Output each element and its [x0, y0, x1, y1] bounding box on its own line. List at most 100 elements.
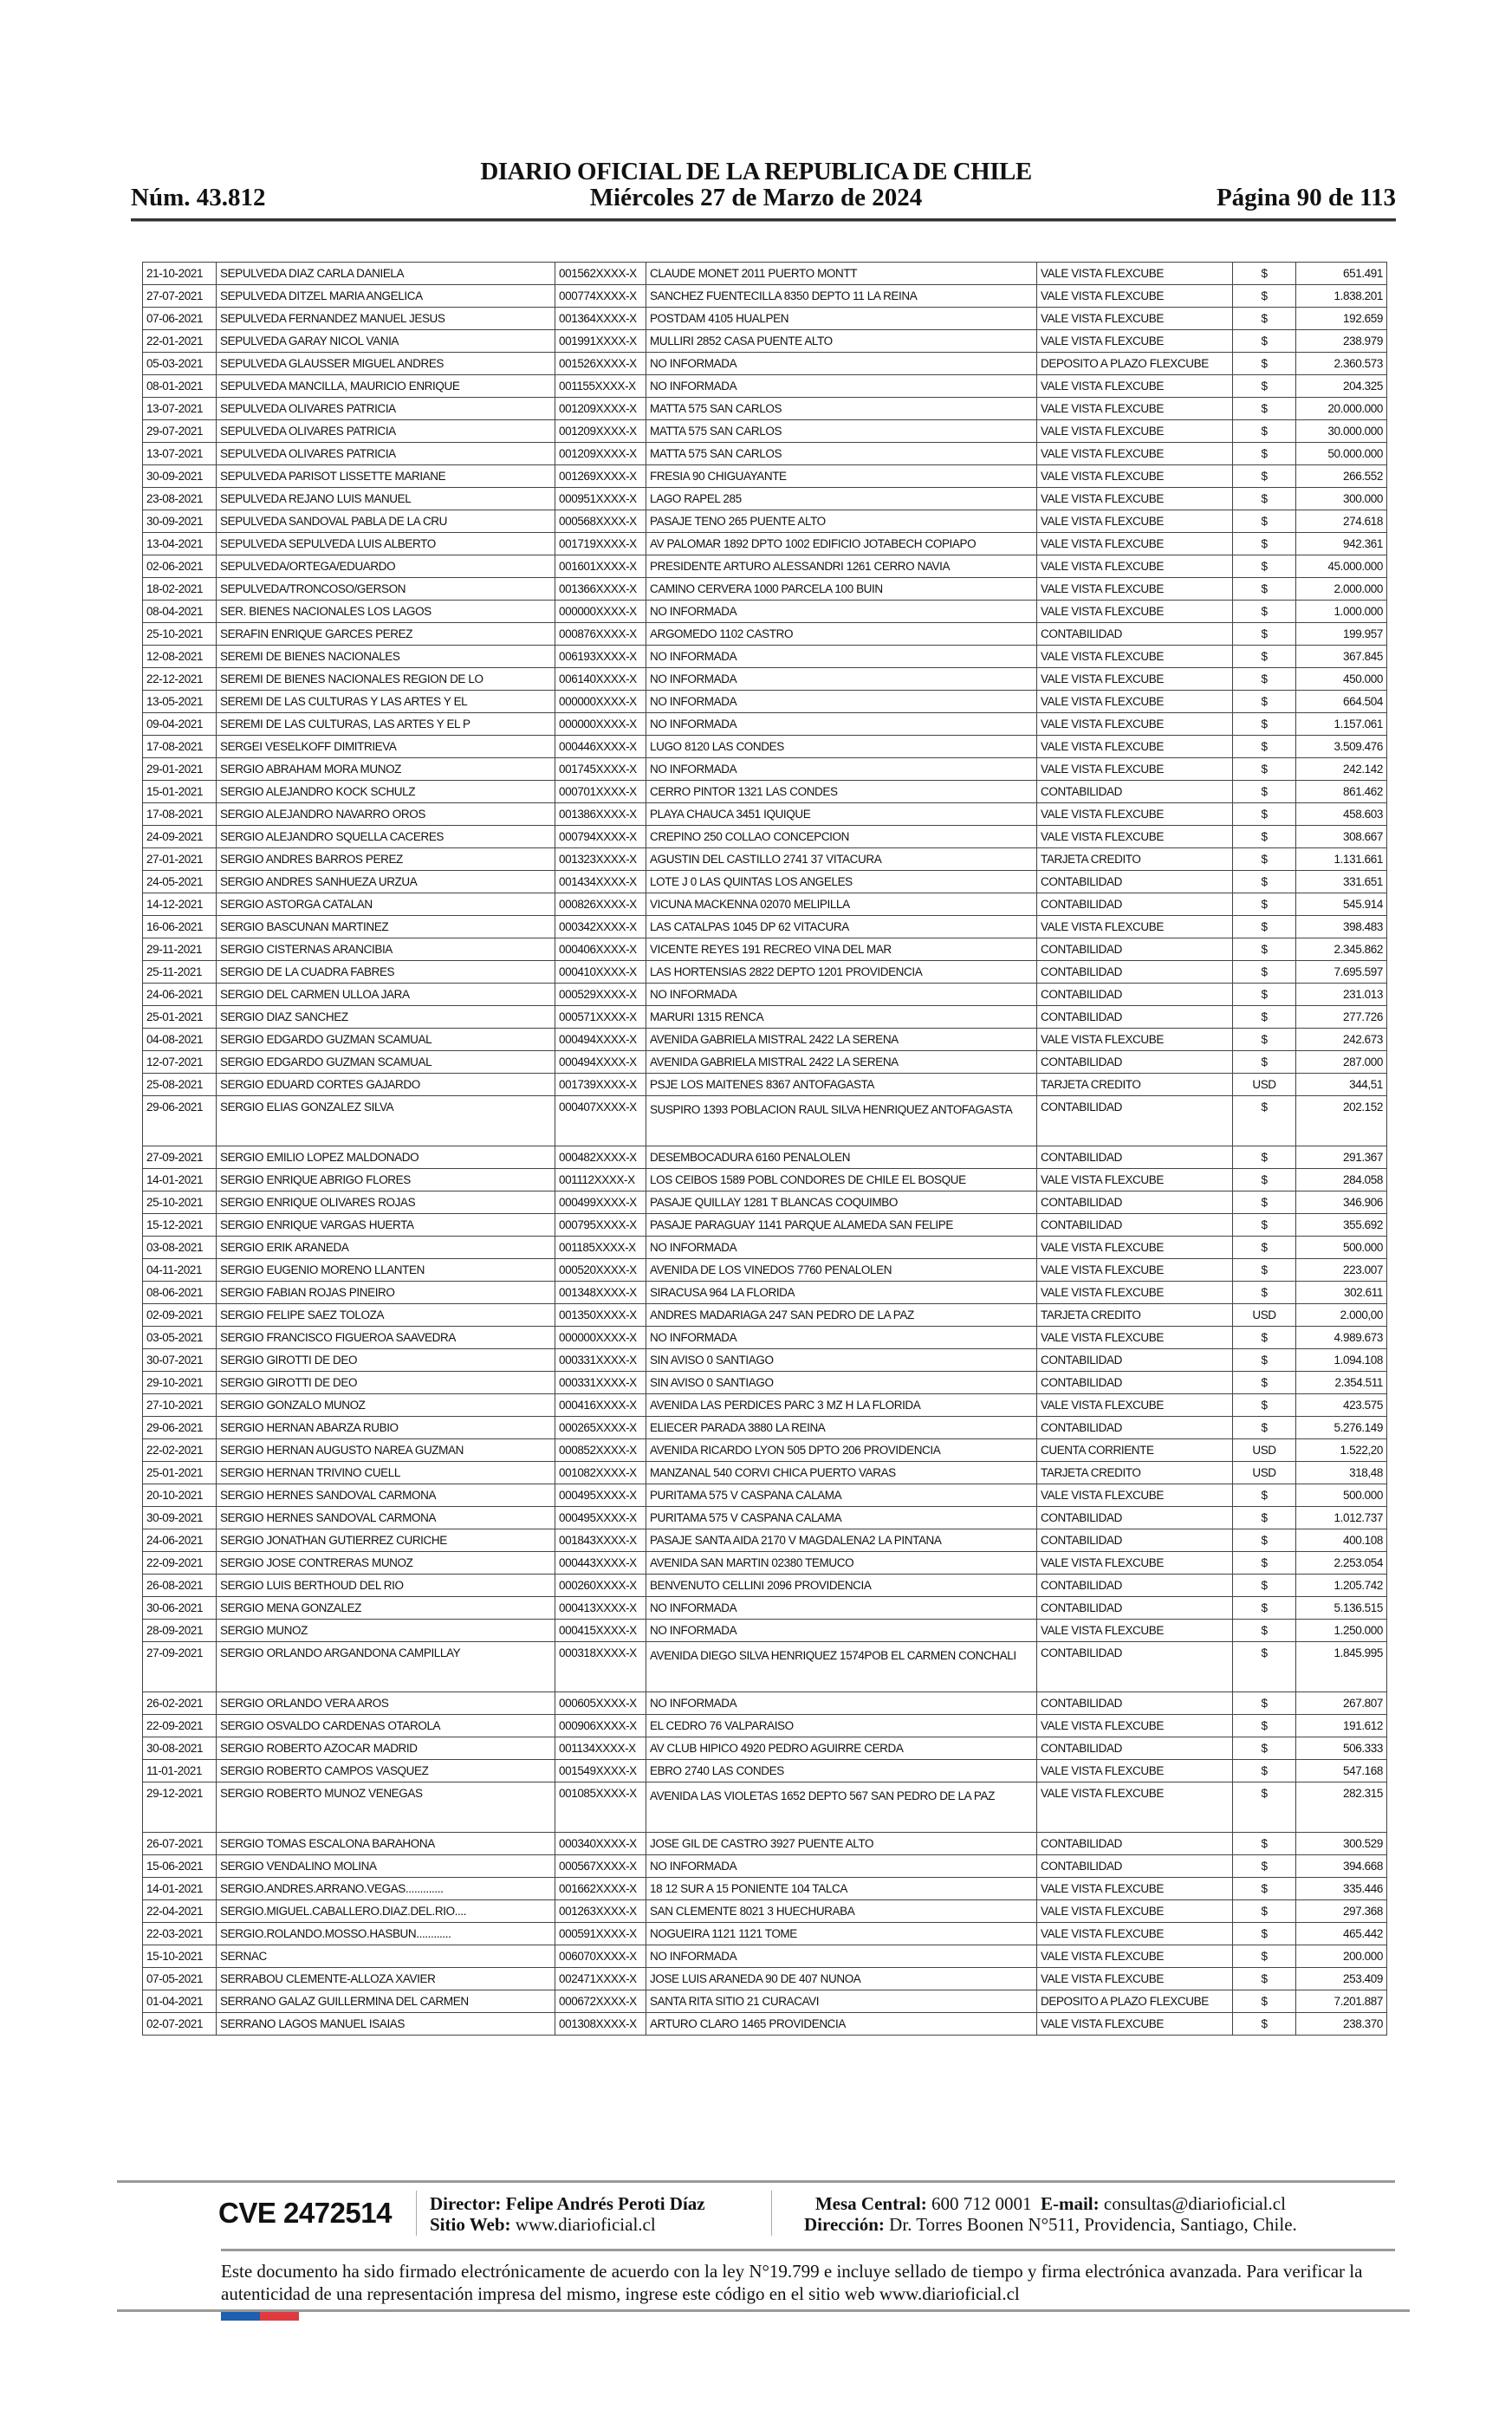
cell-date: 02-09-2021 [142, 1303, 217, 1327]
cell-id: 001364XXXX-X [555, 307, 646, 330]
cell-id: 001155XXXX-X [555, 374, 646, 398]
cell-amount: 1.157.061 [1295, 712, 1387, 736]
cell-date: 30-09-2021 [142, 464, 217, 488]
cell-date: 15-10-2021 [142, 1945, 217, 1968]
cell-currency: $ [1232, 1782, 1296, 1833]
cell-name: SERGIO ORLANDO ARGANDONA CAMPILLAY [216, 1641, 555, 1692]
cell-id: 000567XXXX-X [555, 1854, 646, 1878]
cell-id: 006070XXXX-X [555, 1945, 646, 1968]
cell-name: SEPULVEDA/TRONCOSO/GERSON [216, 577, 555, 601]
cell-id: 000000XXXX-X [555, 1326, 646, 1349]
cell-product: TARJETA CREDITO [1036, 1303, 1233, 1327]
cell-currency: $ [1232, 487, 1296, 510]
table-row: 13-04-2021 SEPULVEDA SEPULVEDA LUIS ALBER… [142, 532, 1387, 555]
cell-product: VALE VISTA FLEXCUBE [1036, 262, 1233, 285]
cell-date: 29-06-2021 [142, 1416, 217, 1439]
website-label: Sitio Web: [430, 2214, 511, 2235]
cell-date: 01-04-2021 [142, 1990, 217, 2013]
cell-currency: $ [1232, 1967, 1296, 1990]
table-row: 11-01-2021 SERGIO ROBERTO CAMPOS VASQUEZ 0… [142, 1759, 1387, 1782]
cell-id: 000406XXXX-X [555, 938, 646, 961]
cell-date: 12-08-2021 [142, 645, 217, 668]
cell-amount: 223.007 [1295, 1258, 1387, 1282]
cell-name: SERGIO ORLANDO VERA AROS [216, 1692, 555, 1715]
cell-name: SERGIO ALEJANDRO SQUELLA CACERES [216, 825, 555, 848]
email-link[interactable]: consultas@diarioficial.cl [1103, 2193, 1286, 2214]
cell-amount: 238.979 [1295, 329, 1387, 353]
cell-product: VALE VISTA FLEXCUBE [1036, 1281, 1233, 1304]
cell-currency: $ [1232, 915, 1296, 938]
cell-amount: 277.726 [1295, 1005, 1387, 1029]
table-row: 12-07-2021 SERGIO EDGARDO GUZMAN SCAMUAL 0… [142, 1050, 1387, 1074]
cell-name: SERAFIN ENRIQUE GARCES PEREZ [216, 622, 555, 646]
director-name: Felipe Andrés Peroti Díaz [505, 2193, 705, 2214]
cell-id: 000794XXXX-X [555, 825, 646, 848]
cell-address: SIN AVISO 0 SANTIAGO [646, 1371, 1037, 1394]
cell-date: 07-05-2021 [142, 1967, 217, 1990]
cell-amount: 300.000 [1295, 487, 1387, 510]
cell-date: 25-01-2021 [142, 1005, 217, 1029]
cell-id: 000494XXXX-X [555, 1050, 646, 1074]
cell-amount: 318,48 [1295, 1461, 1387, 1484]
cell-amount: 2.360.573 [1295, 352, 1387, 375]
cell-product: CONTABILIDAD [1036, 1832, 1233, 1855]
cell-name: SERGIO VENDALINO MOLINA [216, 1854, 555, 1878]
cell-name: SERRABOU CLEMENTE-ALLOZA XAVIER [216, 1967, 555, 1990]
cell-product: VALE VISTA FLEXCUBE [1036, 757, 1233, 781]
cell-date: 25-08-2021 [142, 1073, 217, 1096]
table-row: 24-05-2021 SERGIO ANDRES SANHUEZA URZUA 00… [142, 870, 1387, 893]
cell-date: 05-03-2021 [142, 352, 217, 375]
mesa-label: Mesa Central: [814, 2193, 927, 2214]
cell-address: MATTA 575 SAN CARLOS [646, 442, 1037, 465]
cell-amount: 465.442 [1295, 1922, 1387, 1945]
cell-id: 001601XXXX-X [555, 555, 646, 578]
cell-product: VALE VISTA FLEXCUBE [1036, 555, 1233, 578]
cell-product: VALE VISTA FLEXCUBE [1036, 397, 1233, 420]
table-row: 22-03-2021 SERGIO.ROLANDO.MOSSO.HASBUN...… [142, 1922, 1387, 1945]
table-row: 27-09-2021 SERGIO ORLANDO ARGANDONA CAMPI… [142, 1641, 1387, 1692]
cell-currency: $ [1232, 1326, 1296, 1349]
cell-product: VALE VISTA FLEXCUBE [1036, 1484, 1233, 1507]
cell-id: 000876XXXX-X [555, 622, 646, 646]
cell-address: JOSE GIL DE CASTRO 3927 PUENTE ALTO [646, 1832, 1037, 1855]
cell-name: SERGIO LUIS BERTHOUD DEL RIO [216, 1574, 555, 1597]
cell-address: LOTE J 0 LAS QUINTAS LOS ANGELES [646, 870, 1037, 893]
cell-currency: $ [1232, 1759, 1296, 1782]
cell-name: SERGIO HERNAN ABARZA RUBIO [216, 1416, 555, 1439]
table-row: 27-07-2021 SEPULVEDA DITZEL MARIA ANGELIC… [142, 284, 1387, 308]
cell-amount: 202.152 [1295, 1095, 1387, 1146]
cell-date: 13-07-2021 [142, 442, 217, 465]
cell-name: SERGIO CISTERNAS ARANCIBIA [216, 938, 555, 961]
table-row: 15-06-2021 SERGIO VENDALINO MOLINA 000567X… [142, 1854, 1387, 1878]
cell-address: MATTA 575 SAN CARLOS [646, 397, 1037, 420]
cell-name: SEPULVEDA DIAZ CARLA DANIELA [216, 262, 555, 285]
table-row: 27-01-2021 SERGIO ANDRES BARROS PEREZ 0013… [142, 847, 1387, 871]
cell-name: SERGIO EUGENIO MORENO LLANTEN [216, 1258, 555, 1282]
cell-id: 000415XXXX-X [555, 1619, 646, 1642]
cell-product: CONTABILIDAD [1036, 1213, 1233, 1237]
cell-amount: 2.354.511 [1295, 1371, 1387, 1394]
cell-address: LAS HORTENSIAS 2822 DEPTO 1201 PROVIDENC… [646, 960, 1037, 984]
cell-amount: 2.000,00 [1295, 1303, 1387, 1327]
cell-date: 13-05-2021 [142, 690, 217, 713]
table-row: 02-09-2021 SERGIO FELIPE SAEZ TOLOZA 00135… [142, 1303, 1387, 1327]
cell-currency: $ [1232, 510, 1296, 533]
table-row: 24-06-2021 SERGIO DEL CARMEN ULLOA JARA 00… [142, 983, 1387, 1006]
cell-currency: $ [1232, 262, 1296, 285]
cell-amount: 545.914 [1295, 893, 1387, 916]
cell-name: SEREMI DE LAS CULTURAS, LAS ARTES Y EL P [216, 712, 555, 736]
cell-date: 30-09-2021 [142, 1506, 217, 1529]
cell-id: 001562XXXX-X [555, 262, 646, 285]
cell-amount: 7.695.597 [1295, 960, 1387, 984]
records-table: 21-10-2021 SEPULVEDA DIAZ CARLA DANIELA 00… [142, 262, 1387, 2036]
cell-product: VALE VISTA FLEXCUBE [1036, 2012, 1233, 2036]
cell-currency: $ [1232, 352, 1296, 375]
cell-currency: $ [1232, 1050, 1296, 1074]
cell-product: CONTABILIDAD [1036, 1348, 1233, 1372]
cell-id: 001269XXXX-X [555, 464, 646, 488]
website-link[interactable]: www.diarioficial.cl [515, 2214, 656, 2235]
cell-name: SERGIO JOSE CONTRERAS MUNOZ [216, 1551, 555, 1575]
cell-id: 000529XXXX-X [555, 983, 646, 1006]
cell-address: PSJE LOS MAITENES 8367 ANTOFAGASTA [646, 1073, 1037, 1096]
cell-id: 001209XXXX-X [555, 397, 646, 420]
